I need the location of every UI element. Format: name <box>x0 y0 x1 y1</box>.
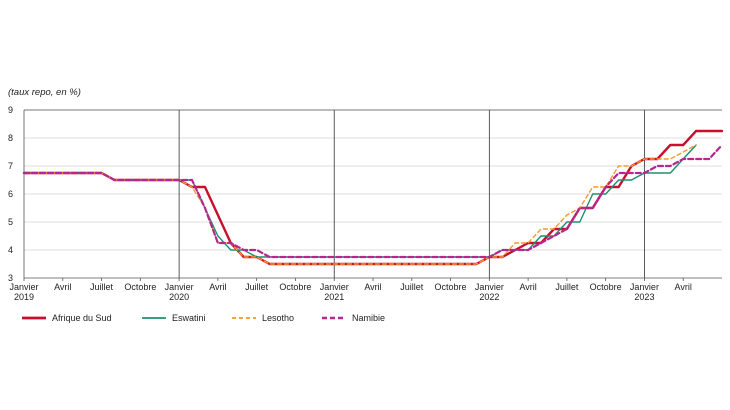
year-dividers <box>178 110 645 278</box>
x-tick-label: Juillet <box>555 282 579 292</box>
x-tick-year-label: 2023 <box>634 292 654 302</box>
y-tick-label: 7 <box>8 161 13 171</box>
legend-label: Namibie <box>352 313 385 323</box>
x-tick-label: Avril <box>209 282 226 292</box>
x-tick-label: Janvier <box>630 282 659 292</box>
y-tick-label: 4 <box>8 245 13 255</box>
x-tick-label: Avril <box>364 282 381 292</box>
x-tick-label: Janvier <box>165 282 194 292</box>
x-tick-label: Janvier <box>320 282 349 292</box>
legend-label: Eswatini <box>172 313 206 323</box>
x-tick-label: Octobre <box>279 282 311 292</box>
legend-label: Lesotho <box>262 313 294 323</box>
series-line-lesotho <box>23 144 697 265</box>
series-line-eswatini <box>23 144 697 258</box>
series-line-namibie <box>22 143 724 259</box>
x-tick-year-label: 2022 <box>479 292 499 302</box>
y-tick-label: 5 <box>8 217 13 227</box>
y-axis-unit-label: (taux repo, en %) <box>8 87 81 98</box>
y-tick-label: 6 <box>8 189 13 199</box>
x-tick-label: Octobre <box>435 282 467 292</box>
x-tick-year-label: 2020 <box>169 292 189 302</box>
legend-label: Afrique du Sud <box>52 313 112 323</box>
x-tick-label: Janvier <box>9 282 38 292</box>
x-tick-label: Juillet <box>90 282 114 292</box>
series-line-afrique-du-sud <box>22 129 724 266</box>
x-tick-label: Juillet <box>245 282 269 292</box>
legend: Afrique du Sud Eswatini Lesotho Namibie <box>22 313 385 323</box>
x-tick-label: Juillet <box>400 282 424 292</box>
x-tick-label: Octobre <box>124 282 156 292</box>
y-tick-label: 8 <box>8 133 13 143</box>
y-tick-label: 9 <box>8 105 13 115</box>
x-tick-year-label: 2019 <box>14 292 34 302</box>
y-tick-label: 3 <box>8 273 13 283</box>
x-tick-label: Janvier <box>475 282 504 292</box>
x-tick-label: Avril <box>54 282 71 292</box>
x-tick-label: Avril <box>519 282 536 292</box>
x-tick-label: Octobre <box>590 282 622 292</box>
x-tick-year-label: 2021 <box>324 292 344 302</box>
x-tick-label: Avril <box>675 282 692 292</box>
series-lines <box>22 129 724 266</box>
